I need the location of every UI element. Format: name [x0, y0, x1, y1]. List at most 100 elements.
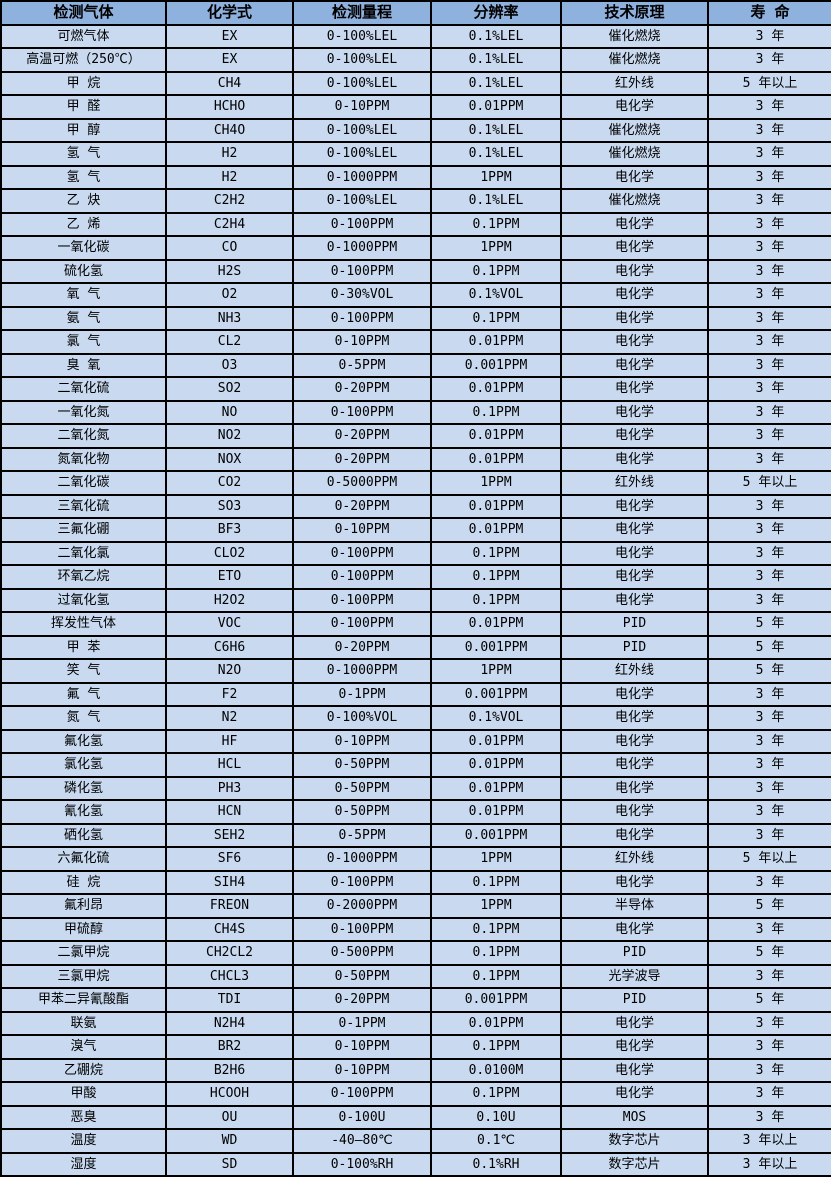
table-row: 三氟化硼 BF3 0-10PPM 0.01PPM 电化学 3 年	[0, 517, 831, 543]
table-cell-lifespan: 5 年	[707, 634, 831, 660]
column-header-principle: 技术原理	[560, 0, 709, 26]
table-cell-lifespan: 3 年	[707, 869, 831, 895]
table-cell-gas: 三氧化硫	[0, 493, 167, 519]
table-cell-gas: 甲 醛	[0, 94, 167, 120]
table-cell-resolution: 1PPM	[430, 658, 562, 684]
table-cell-lifespan: 3 年	[707, 399, 831, 425]
table-row: 湿度 SD 0-100%RH 0.1%RH 数字芯片 3 年以上	[0, 1151, 831, 1177]
table-cell-gas: 可燃气体	[0, 23, 167, 49]
table-cell-principle: 电化学	[560, 329, 709, 355]
table-cell-resolution: 0.001PPM	[430, 352, 562, 378]
table-row: 甲硫醇 CH4S 0-100PPM 0.1PPM 电化学 3 年	[0, 916, 831, 942]
table-cell-lifespan: 3 年	[707, 517, 831, 543]
table-cell-range: 0-100PPM	[292, 587, 432, 613]
table-row: 甲酸 HCOOH 0-100PPM 0.1PPM 电化学 3 年	[0, 1081, 831, 1107]
table-cell-resolution: 0.01PPM	[430, 1010, 562, 1036]
table-row: 氢 气 H2 0-1000PPM 1PPM 电化学 3 年	[0, 164, 831, 190]
table-cell-gas: 氯 气	[0, 329, 167, 355]
table-row: 氟化氢 HF 0-10PPM 0.01PPM 电化学 3 年	[0, 728, 831, 754]
table-cell-principle: 电化学	[560, 540, 709, 566]
table-cell-range: 0-50PPM	[292, 752, 432, 778]
table-cell-principle: 催化燃烧	[560, 47, 709, 73]
table-cell-lifespan: 3 年以上	[707, 1128, 831, 1154]
table-cell-formula: N2	[165, 705, 294, 731]
table-cell-range: 0-20PPM	[292, 987, 432, 1013]
table-cell-lifespan: 3 年	[707, 258, 831, 284]
table-cell-lifespan: 3 年	[707, 1081, 831, 1107]
table-cell-principle: 电化学	[560, 399, 709, 425]
table-row: 过氧化氢 H2O2 0-100PPM 0.1PPM 电化学 3 年	[0, 587, 831, 613]
table-cell-lifespan: 3 年	[707, 211, 831, 237]
table-cell-resolution: 1PPM	[430, 893, 562, 919]
table-cell-resolution: 0.001PPM	[430, 987, 562, 1013]
table-cell-lifespan: 3 年	[707, 117, 831, 143]
table-cell-formula: N2O	[165, 658, 294, 684]
table-cell-principle: PID	[560, 634, 709, 660]
table-cell-formula: HCL	[165, 752, 294, 778]
table-row: 联氨 N2H4 0-1PPM 0.01PPM 电化学 3 年	[0, 1010, 831, 1036]
table-cell-principle: 电化学	[560, 211, 709, 237]
table-cell-principle: 半导体	[560, 893, 709, 919]
table-cell-lifespan: 3 年	[707, 282, 831, 308]
table-cell-formula: F2	[165, 681, 294, 707]
table-cell-resolution: 1PPM	[430, 470, 562, 496]
table-cell-formula: OU	[165, 1104, 294, 1130]
table-cell-gas: 甲酸	[0, 1081, 167, 1107]
table-cell-range: 0-100U	[292, 1104, 432, 1130]
table-cell-range: 0-5PPM	[292, 352, 432, 378]
table-cell-range: -40—80℃	[292, 1128, 432, 1154]
table-cell-range: 0-30%VOL	[292, 282, 432, 308]
table-cell-range: 0-100%LEL	[292, 70, 432, 96]
table-cell-principle: 电化学	[560, 799, 709, 825]
table-cell-gas: 二氧化硫	[0, 376, 167, 402]
table-cell-range: 0-100%LEL	[292, 47, 432, 73]
table-cell-formula: CO	[165, 235, 294, 261]
table-cell-lifespan: 3 年	[707, 305, 831, 331]
table-cell-gas: 甲苯二异氰酸酯	[0, 987, 167, 1013]
table-cell-gas: 三氟化硼	[0, 517, 167, 543]
table-row: 乙 炔 C2H2 0-100%LEL 0.1%LEL 催化燃烧 3 年	[0, 188, 831, 214]
table-row: 三氧化硫 SO3 0-20PPM 0.01PPM 电化学 3 年	[0, 493, 831, 519]
table-cell-gas: 二氧化碳	[0, 470, 167, 496]
table-cell-gas: 氟利昂	[0, 893, 167, 919]
table-row: 甲 苯 C6H6 0-20PPM 0.001PPM PID 5 年	[0, 634, 831, 660]
table-cell-resolution: 0.1PPM	[430, 869, 562, 895]
table-cell-resolution: 0.01PPM	[430, 752, 562, 778]
table-cell-resolution: 0.1PPM	[430, 399, 562, 425]
table-cell-principle: 电化学	[560, 446, 709, 472]
table-cell-formula: WD	[165, 1128, 294, 1154]
table-cell-range: 0-10PPM	[292, 728, 432, 754]
table-row: 二氧化氯 CLO2 0-100PPM 0.1PPM 电化学 3 年	[0, 540, 831, 566]
table-row: 笑 气 N2O 0-1000PPM 1PPM 红外线 5 年	[0, 658, 831, 684]
table-row: 三氯甲烷 CHCL3 0-50PPM 0.1PPM 光学波导 3 年	[0, 963, 831, 989]
table-cell-range: 0-1000PPM	[292, 658, 432, 684]
table-cell-lifespan: 3 年以上	[707, 1151, 831, 1177]
table-cell-lifespan: 5 年以上	[707, 846, 831, 872]
table-row: 氮 气 N2 0-100%VOL 0.1%VOL 电化学 3 年	[0, 705, 831, 731]
table-cell-lifespan: 5 年以上	[707, 70, 831, 96]
table-cell-resolution: 0.1PPM	[430, 305, 562, 331]
table-cell-lifespan: 3 年	[707, 141, 831, 167]
table-cell-lifespan: 3 年	[707, 446, 831, 472]
table-cell-range: 0-2000PPM	[292, 893, 432, 919]
table-cell-lifespan: 3 年	[707, 963, 831, 989]
table-cell-principle: 红外线	[560, 70, 709, 96]
table-row: 恶臭 OU 0-100U 0.10U MOS 3 年	[0, 1104, 831, 1130]
table-cell-formula: EX	[165, 23, 294, 49]
table-cell-resolution: 0.01PPM	[430, 376, 562, 402]
table-cell-lifespan: 3 年	[707, 188, 831, 214]
table-cell-gas: 恶臭	[0, 1104, 167, 1130]
table-cell-gas: 过氧化氢	[0, 587, 167, 613]
table-cell-principle: 电化学	[560, 752, 709, 778]
table-cell-gas: 甲 苯	[0, 634, 167, 660]
table-cell-resolution: 0.1PPM	[430, 540, 562, 566]
table-cell-lifespan: 3 年	[707, 329, 831, 355]
table-cell-principle: 电化学	[560, 305, 709, 331]
table-cell-principle: 电化学	[560, 916, 709, 942]
table-cell-formula: EX	[165, 47, 294, 73]
table-row: 溴气 BR2 0-10PPM 0.1PPM 电化学 3 年	[0, 1034, 831, 1060]
table-row: 二氯甲烷 CH2CL2 0-500PPM 0.1PPM PID 5 年	[0, 940, 831, 966]
table-cell-resolution: 0.01PPM	[430, 94, 562, 120]
table-cell-formula: CHCL3	[165, 963, 294, 989]
table-cell-gas: 乙 烯	[0, 211, 167, 237]
